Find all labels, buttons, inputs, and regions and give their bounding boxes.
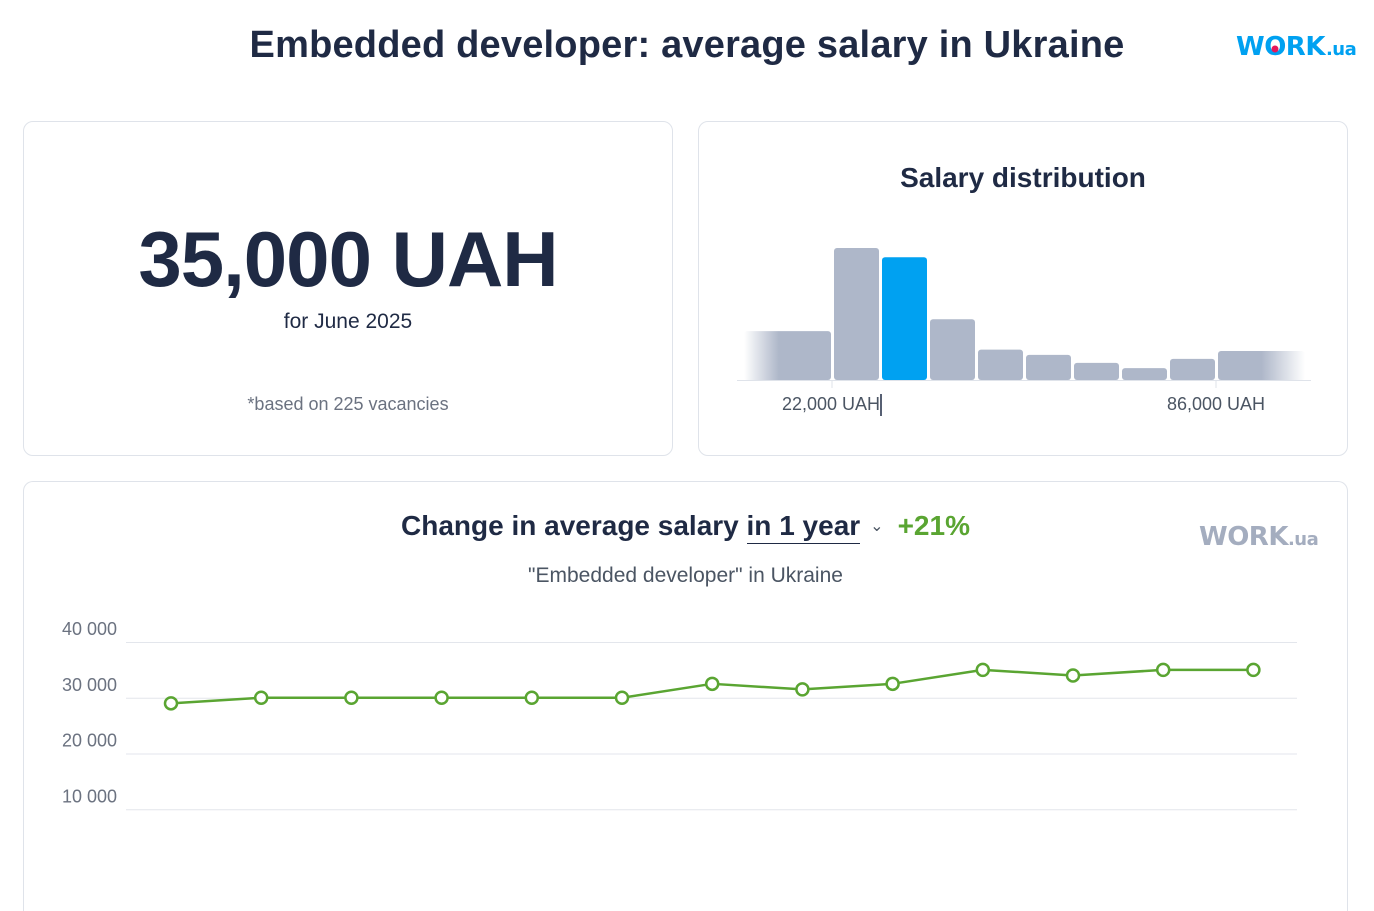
histogram-bar[interactable] <box>1218 350 1305 380</box>
work-ua-logo[interactable]: WORK.ua <box>1236 32 1357 62</box>
histogram-bar[interactable] <box>1170 358 1215 380</box>
data-point[interactable] <box>344 690 359 705</box>
histogram-bar[interactable] <box>1026 354 1071 380</box>
vacancies-note: *based on 225 vacancies <box>247 394 449 414</box>
histogram-bar[interactable] <box>1074 362 1119 380</box>
histogram-bar[interactable] <box>930 319 975 380</box>
trend-change: +21% <box>897 510 970 541</box>
salary-period: for June 2025 <box>283 310 413 333</box>
y-tick-label: 10 000 <box>62 786 117 806</box>
histogram-bar[interactable] <box>882 257 927 380</box>
data-point[interactable] <box>885 676 900 692</box>
data-point[interactable] <box>1065 668 1081 683</box>
average-salary-card: 35,000 UAH for June 2025 *based on 225 v… <box>23 121 673 456</box>
histogram-bar[interactable] <box>744 331 831 380</box>
salary-line-chart[interactable]: 40 000 30 000 20 000 10 000 <box>24 482 1347 892</box>
trend-title-row: Change in average salary in 1 year ⌄ +21% <box>24 510 1347 544</box>
histogram-bar[interactable] <box>1122 368 1167 380</box>
data-point[interactable] <box>434 690 449 705</box>
histogram-bar[interactable] <box>834 248 879 380</box>
salary-trend-card: Change in average salary in 1 year ⌄ +21% … <box>23 481 1348 911</box>
data-point[interactable] <box>614 690 630 705</box>
trend-subtitle: "Embedded developer" in Ukraine <box>528 564 843 587</box>
y-tick-label: 40 000 <box>62 619 117 639</box>
data-point[interactable] <box>1155 662 1171 678</box>
trend-title: Change in average salary <box>401 510 739 541</box>
data-point[interactable] <box>704 676 720 692</box>
distribution-right-label: 86,000 UAH <box>1166 394 1266 414</box>
data-point[interactable] <box>1246 662 1261 678</box>
y-tick-label: 20 000 <box>62 731 117 751</box>
y-tick-label: 30 000 <box>62 675 117 695</box>
salary-distribution-card: Salary distribution 22,000 UAH 86,000 UA… <box>698 121 1348 456</box>
histogram-bar[interactable] <box>978 349 1023 380</box>
data-point[interactable] <box>163 696 179 711</box>
distribution-left-label: 22,000 UAH <box>781 394 881 414</box>
data-point[interactable] <box>253 690 269 705</box>
distribution-title: Salary distribution <box>900 162 1146 193</box>
page-title: Embedded developer: average salary in Uk… <box>249 24 1125 66</box>
work-ua-watermark: WORK.ua <box>1199 522 1319 552</box>
average-salary-value: 35,000 UAH <box>138 215 558 303</box>
data-point[interactable] <box>975 662 991 678</box>
data-point[interactable] <box>795 682 810 697</box>
distribution-histogram[interactable] <box>699 122 1347 455</box>
data-point[interactable] <box>524 690 540 705</box>
period-selector[interactable]: in 1 year <box>746 510 861 544</box>
chevron-down-icon[interactable]: ⌄ <box>870 518 884 535</box>
